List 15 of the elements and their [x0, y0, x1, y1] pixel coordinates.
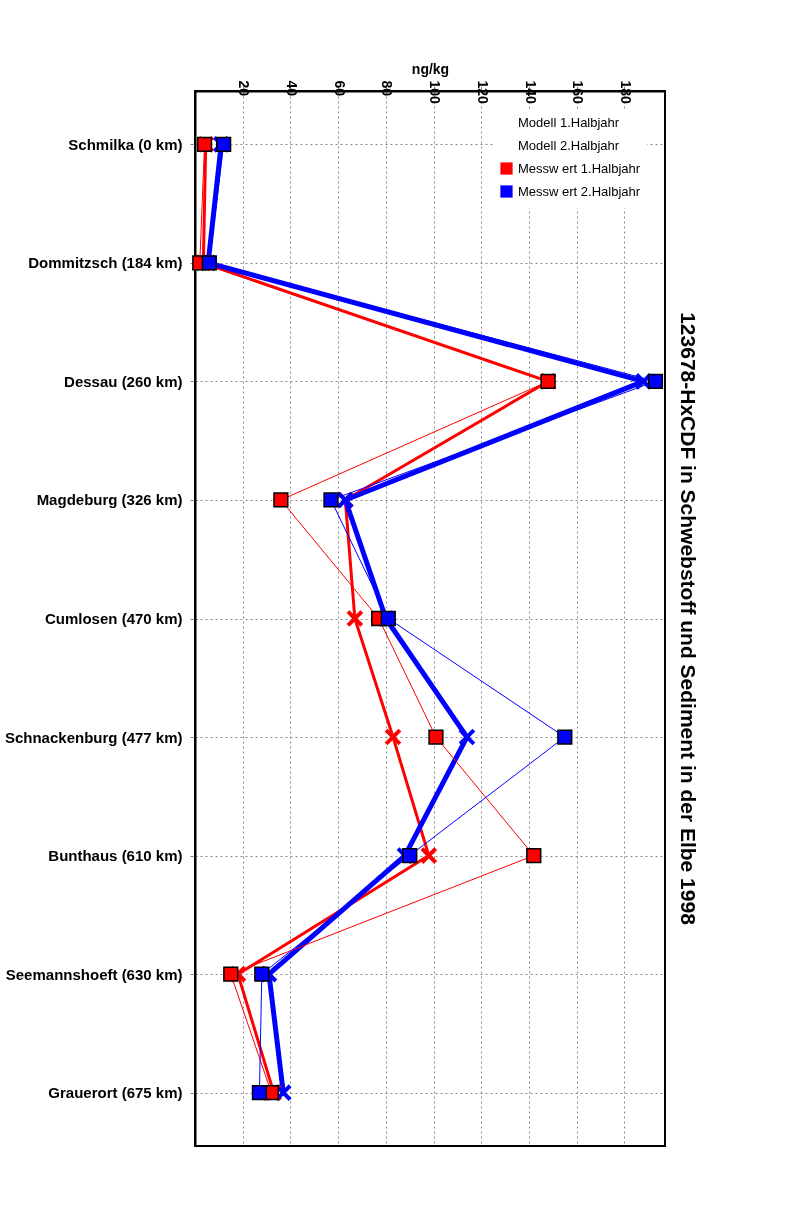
y-tick-label: Schmilka (0 km): [68, 135, 183, 153]
y-tick-label: Magdeburg (326 km): [36, 491, 183, 509]
y-tick-label: Dessau (260 km): [64, 372, 183, 390]
text: 123678-HxCDF in Schwebstoff und Sediment in der Elbe 1998: [677, 312, 701, 926]
y-tick-label: Bunthaus (610 km): [48, 847, 183, 865]
y-tick-label: Grauerort (675 km): [48, 1084, 183, 1102]
y-tick-label: Cumlosen (470 km): [44, 610, 183, 627]
legend-label: Messw ert 2.Halbjahr: [518, 183, 641, 199]
text: Modell 2.Halbjahr: [518, 137, 620, 153]
x-axis-title: ng/kg: [411, 60, 450, 77]
y-tick-label: Schnackenburg (477 km): [4, 728, 183, 746]
y-tick-label: Seemannshoeft (630 km): [5, 965, 183, 983]
legend-label: Messw ert 1.Halbjahr: [518, 160, 641, 176]
text: Modell 1.Halbjahr: [518, 114, 620, 130]
y-tick-label: Dommitzsch (184 km): [28, 254, 183, 272]
